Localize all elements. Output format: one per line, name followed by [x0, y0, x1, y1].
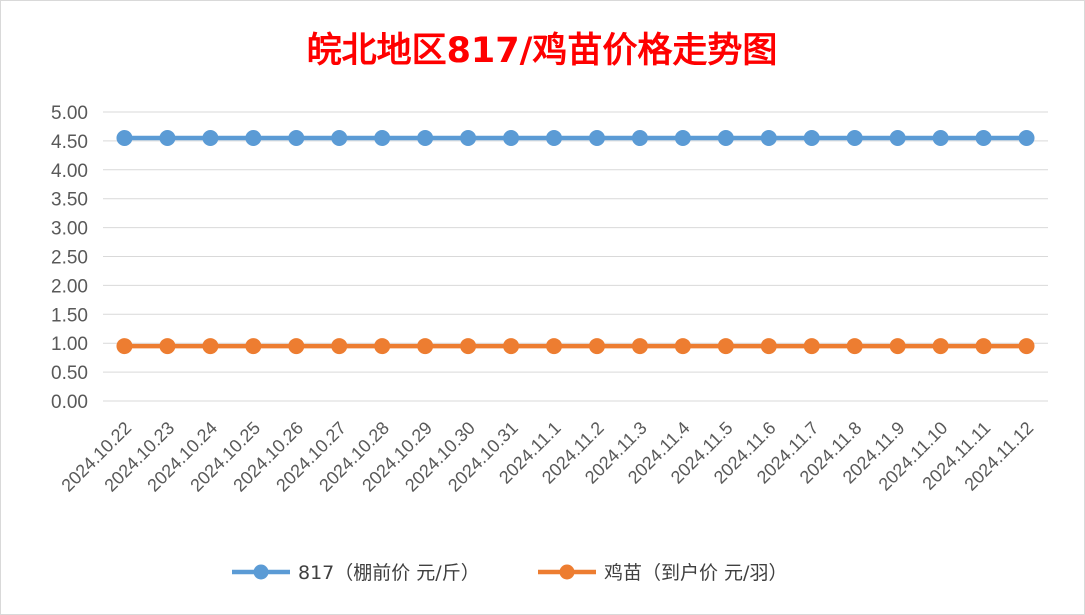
data-point: [546, 338, 563, 355]
data-point: [546, 130, 563, 147]
y-tick-label: 3.50: [51, 190, 88, 211]
data-point: [717, 338, 734, 355]
legend-item: 鸡苗（到户价 元/羽）: [538, 562, 787, 584]
data-point: [588, 338, 605, 355]
data-point: [331, 130, 348, 147]
data-point: [116, 130, 133, 147]
data-point: [288, 338, 305, 355]
series-1: [116, 130, 1035, 147]
data-point: [846, 338, 863, 355]
y-tick-label: 3.00: [51, 219, 88, 240]
data-point: [245, 130, 262, 147]
legend-label: 817（棚前价 元/斤）: [298, 562, 480, 584]
legend-marker: [559, 564, 575, 580]
data-point: [932, 338, 949, 355]
data-point: [460, 130, 477, 147]
data-point: [846, 130, 863, 147]
data-point: [975, 338, 992, 355]
data-point: [803, 130, 820, 147]
y-tick-label: 1.50: [51, 305, 88, 326]
data-point: [889, 130, 906, 147]
y-axis-ticks: 0.00 0.50 1.00 1.50 2.00 2.50 3.00 3.50 4.00 4.50…: [51, 103, 88, 413]
data-point: [674, 338, 691, 355]
legend-label: 鸡苗（到户价 元/羽）: [604, 562, 787, 584]
data-point: [116, 338, 133, 355]
data-point: [760, 130, 777, 147]
y-tick-label: 0.50: [51, 363, 88, 384]
data-point: [1018, 338, 1035, 355]
legend-marker: [253, 564, 269, 580]
y-tick-label: 4.50: [51, 132, 88, 153]
data-point: [331, 338, 348, 355]
y-tick-label: 1.00: [51, 334, 88, 355]
legend: 817（棚前价 元/斤） 鸡苗（到户价 元/羽）: [232, 562, 787, 584]
data-point: [803, 338, 820, 355]
data-point: [760, 338, 777, 355]
data-point: [374, 130, 391, 147]
series-layer: [116, 130, 1035, 355]
x-axis-ticks: 2024.10.222024.10.232024.10.242024.10.25…: [57, 418, 1037, 496]
y-tick-label: 2.00: [51, 276, 88, 297]
data-point: [159, 130, 176, 147]
data-point: [159, 338, 176, 355]
data-point: [503, 130, 520, 147]
data-point: [503, 338, 520, 355]
data-point: [588, 130, 605, 147]
data-point: [1018, 130, 1035, 147]
y-tick-label: 4.00: [51, 161, 88, 182]
data-point: [631, 130, 648, 147]
data-point: [975, 130, 992, 147]
y-tick-label: 0.00: [51, 392, 88, 413]
data-point: [374, 338, 391, 355]
data-point: [889, 338, 906, 355]
data-point: [245, 338, 262, 355]
y-tick-label: 5.00: [51, 103, 88, 124]
gridlines: [103, 111, 1048, 402]
data-point: [417, 338, 434, 355]
series-2: [116, 338, 1035, 355]
chart-title: 皖北地区817/鸡苗价格走势图: [307, 31, 778, 71]
data-point: [717, 130, 734, 147]
data-point: [288, 130, 305, 147]
data-point: [674, 130, 691, 147]
data-point: [417, 130, 434, 147]
y-tick-label: 2.50: [51, 248, 88, 269]
data-point: [932, 130, 949, 147]
data-point: [202, 338, 219, 355]
data-point: [631, 338, 648, 355]
data-point: [202, 130, 219, 147]
data-point: [460, 338, 477, 355]
legend-item: 817（棚前价 元/斤）: [232, 562, 480, 584]
